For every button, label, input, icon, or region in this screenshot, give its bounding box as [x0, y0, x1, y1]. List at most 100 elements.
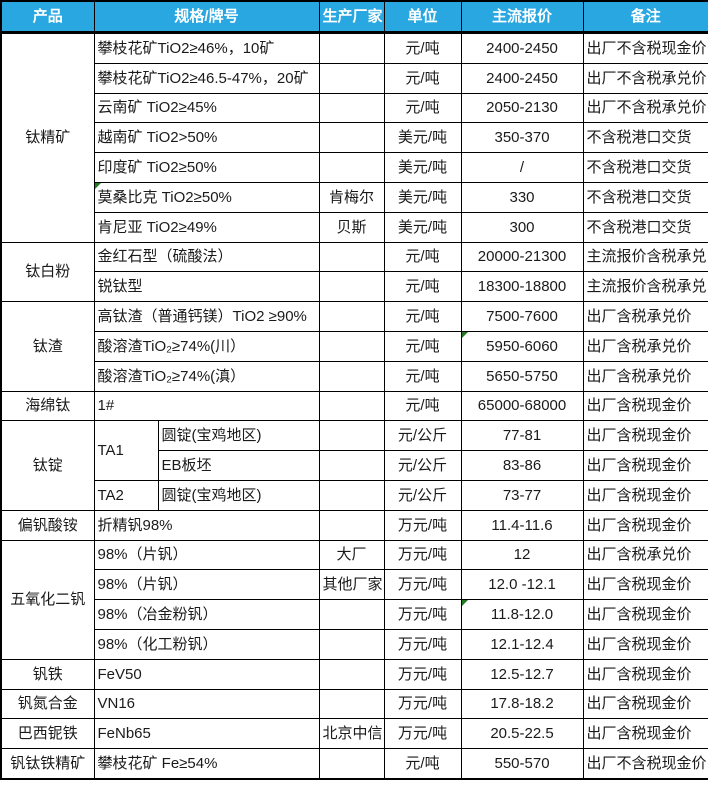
- remark-cell: 出厂含税现金价: [582, 718, 708, 750]
- grade-cell: TA1: [93, 420, 159, 481]
- unit-cell: 元/吨: [383, 32, 462, 64]
- price-cell: 7500-7600: [460, 301, 584, 332]
- spec-cell: EB板坯: [157, 450, 320, 481]
- table-row: 肯尼亚 TiO2≥49% 贝斯 美元/吨 300 不含税港口交货: [1, 211, 708, 243]
- table-row: 钒钛铁精矿 攀枝花矿 Fe≥54% 元/吨 550-570 出厂不含税现金价: [0, 748, 708, 780]
- remark-cell: 不含税港口交货: [582, 211, 708, 243]
- table-row: 印度矿 TiO2≥50% 美元/吨 / 不含税港口交货: [1, 152, 708, 183]
- price-cell: 2400-2450: [460, 32, 584, 64]
- unit-cell: 美元/吨: [383, 181, 462, 213]
- price-cell: 5950-6060: [460, 330, 584, 362]
- table-row: 钛精矿 攀枝花矿TiO2≥46%，10矿 元/吨 2400-2450 出厂不含税现金价: [0, 32, 708, 243]
- unit-cell: 美元/吨: [383, 122, 462, 154]
- price-cell: 350-370: [460, 122, 584, 154]
- table-row: 酸溶渣TiO₂≥74%(川） 元/吨 5950-6060 出厂含税承兑价: [1, 330, 708, 362]
- remark-cell: 出厂含税现金价: [582, 628, 708, 660]
- price-cell: 18300-18800: [460, 271, 584, 303]
- unit-cell: 万元/吨: [383, 569, 462, 601]
- spec-cell: FeV50: [93, 658, 320, 690]
- manufacturer-cell: [318, 32, 385, 64]
- unit-cell: 元/公斤: [383, 450, 462, 481]
- spec-cell: 云南矿 TiO2≥45%: [93, 92, 320, 124]
- product-cell: 钛白粉: [0, 241, 95, 303]
- price-table: 产品 规格/牌号 生产厂家 单位 主流报价 备注 钛精矿 攀枝花矿TiO2≥46%…: [0, 0, 708, 780]
- price-cell: 73-77: [460, 479, 584, 511]
- table-row: 钒氮合金 VN16 万元/吨 17.8-18.2 出厂含税现金价: [0, 688, 708, 720]
- product-cell: 海绵钛: [0, 390, 95, 422]
- table-row: 98%（冶金粉钒） 万元/吨 11.8-12.0 出厂含税现金价: [1, 599, 708, 630]
- table-row: 攀枝花矿TiO2≥46.5-47%，20矿 元/吨 2400-2450 出厂不含税承兑…: [1, 62, 708, 94]
- price-cell: 330: [460, 181, 584, 213]
- unit-cell: 万元/吨: [383, 599, 462, 630]
- unit-cell: 元/吨: [383, 330, 462, 362]
- unit-cell: 万元/吨: [383, 658, 462, 690]
- price-cell: 2400-2450: [460, 62, 584, 94]
- remark-cell: 出厂含税现金价: [582, 569, 708, 601]
- table-body: 钛精矿 攀枝花矿TiO2≥46%，10矿 元/吨 2400-2450 出厂不含税现金价攀…: [0, 32, 708, 780]
- remark-cell: 出厂含税现金价: [582, 509, 708, 541]
- remark-cell: 出厂含税承兑价: [582, 330, 708, 362]
- manufacturer-cell: 贝斯: [318, 211, 385, 243]
- manufacturer-cell: [318, 658, 385, 690]
- manufacturer-cell: [318, 92, 385, 124]
- spec-cell: 攀枝花矿TiO2≥46.5-47%，20矿: [93, 62, 320, 94]
- spec-cell: 98%（化工粉钒）: [93, 628, 320, 660]
- grade-cell: TA2: [93, 479, 159, 511]
- product-cell: 钒钛铁精矿: [0, 748, 95, 780]
- unit-cell: 元/吨: [383, 271, 462, 303]
- header-unit: 单位: [383, 0, 462, 34]
- product-cell: 钒氮合金: [0, 688, 95, 720]
- spec-cell: 圆锭(宝鸡地区): [157, 479, 320, 511]
- unit-cell: 元/吨: [383, 390, 462, 422]
- product-cell: 钒铁: [0, 658, 95, 690]
- manufacturer-cell: [318, 390, 385, 422]
- product-cell: 偏钒酸铵: [0, 509, 95, 541]
- price-cell: /: [460, 152, 584, 183]
- product-cell: 巴西铌铁: [0, 718, 95, 750]
- table-row: 98%（化工粉钒） 万元/吨 12.1-12.4 出厂含税现金价: [1, 628, 708, 660]
- manufacturer-cell: 肯梅尔: [318, 181, 385, 213]
- spec-cell: 酸溶渣TiO₂≥74%(滇）: [93, 360, 320, 392]
- product-cell: 钛渣: [0, 301, 95, 392]
- header-spec: 规格/牌号: [93, 0, 320, 34]
- manufacturer-cell: [318, 628, 385, 660]
- manufacturer-cell: [318, 420, 385, 452]
- price-cell: 17.8-18.2: [460, 688, 584, 720]
- unit-cell: 美元/吨: [383, 152, 462, 183]
- spec-cell: 金红石型（硫酸法）: [93, 241, 320, 273]
- table-row: 海绵钛 1# 元/吨 65000-68000 出厂含税现金价: [0, 390, 708, 422]
- spec-cell: 印度矿 TiO2≥50%: [93, 152, 320, 183]
- table-row: 锐钛型 元/吨 18300-18800 主流报价含税承兑: [1, 271, 708, 303]
- price-cell: 83-86: [460, 450, 584, 481]
- spec-cell: 酸溶渣TiO₂≥74%(川）: [93, 330, 320, 362]
- manufacturer-cell: [318, 62, 385, 94]
- table-row: 钒铁 FeV50 万元/吨 12.5-12.7 出厂含税现金价: [0, 658, 708, 690]
- product-cell: 钛锭: [0, 420, 95, 511]
- remark-cell: 不含税港口交货: [582, 181, 708, 213]
- spec-cell: 肯尼亚 TiO2≥49%: [93, 211, 320, 243]
- price-cell: 12.5-12.7: [460, 658, 584, 690]
- product-cell: 钛精矿: [0, 32, 95, 243]
- manufacturer-cell: [318, 748, 385, 780]
- unit-cell: 元/公斤: [383, 479, 462, 511]
- price-cell: 20000-21300: [460, 241, 584, 273]
- cell-comment-marker-icon: [95, 183, 101, 189]
- remark-cell: 出厂含税承兑价: [582, 360, 708, 392]
- manufacturer-cell: 大厂: [318, 539, 385, 571]
- unit-cell: 万元/吨: [383, 509, 462, 541]
- unit-cell: 元/吨: [383, 748, 462, 780]
- price-cell: 2050-2130: [460, 92, 584, 124]
- remark-cell: 出厂含税现金价: [582, 420, 708, 452]
- table-row: 98%（片钒） 其他厂家 万元/吨 12.0 -12.1 出厂含税现金价: [1, 569, 708, 601]
- unit-cell: 美元/吨: [383, 211, 462, 243]
- price-cell: 12: [460, 539, 584, 571]
- manufacturer-cell: [318, 688, 385, 720]
- price-cell: 12.1-12.4: [460, 628, 584, 660]
- cell-comment-marker-icon: [462, 332, 468, 338]
- manufacturer-cell: [318, 509, 385, 541]
- table-row: 云南矿 TiO2≥45% 元/吨 2050-2130 出厂不含税承兑价: [1, 92, 708, 124]
- manufacturer-cell: [318, 152, 385, 183]
- manufacturer-cell: [318, 360, 385, 392]
- spec-cell: FeNb65: [93, 718, 320, 750]
- unit-cell: 万元/吨: [383, 539, 462, 571]
